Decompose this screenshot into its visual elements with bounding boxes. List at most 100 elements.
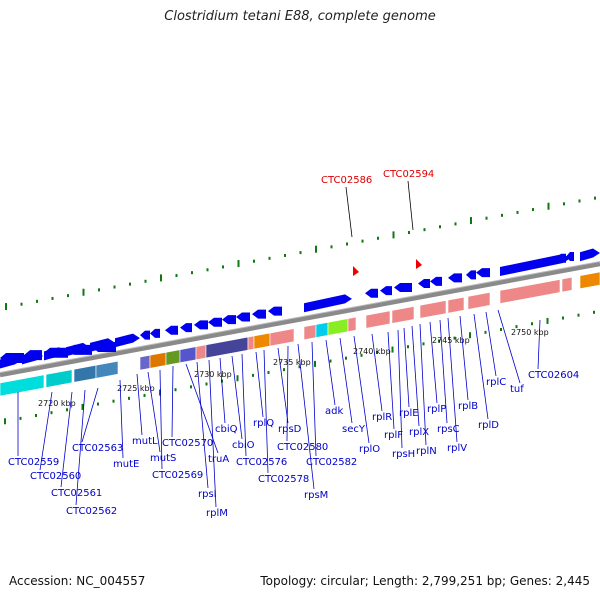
scale-tick	[205, 382, 208, 386]
gene-arrow	[140, 330, 150, 340]
kbp-label: 2745 kbp	[432, 336, 470, 345]
highlighted-gene-label: CTC02586	[321, 175, 372, 186]
scale-tick	[81, 403, 84, 410]
gene-label: CTC02580	[277, 442, 328, 453]
gene-arrow	[566, 252, 574, 262]
label-leader	[231, 355, 243, 440]
scale-tick	[578, 199, 581, 203]
gene-label: mutS	[150, 453, 176, 464]
kbp-labels: 2720 kbp 2725 kbp 2730 kbp 2735 kbp 2740 kbp…	[38, 328, 549, 408]
scale-tick	[515, 325, 518, 329]
gene-label: secY	[342, 424, 366, 435]
gene-label: rplP	[427, 404, 446, 415]
gene-arrow	[194, 320, 208, 330]
gene-label: cbiO	[232, 440, 255, 451]
gene-block	[95, 360, 119, 379]
label-leader	[497, 309, 521, 384]
accession-label: Accession: NC_004557	[9, 574, 146, 588]
scale-tick	[113, 285, 116, 289]
gene-label: rplF	[384, 430, 403, 441]
gene-label: CTC02563	[72, 443, 123, 454]
scale-tick	[112, 399, 115, 403]
gene-label: tuf	[510, 384, 524, 395]
gene-block	[303, 324, 317, 341]
gene-arrow	[418, 279, 430, 289]
gene-label: CTC02560	[30, 471, 81, 482]
scale-tick	[469, 332, 471, 339]
gene-block	[247, 335, 255, 351]
highlighted-gene-label: CTC02594	[383, 169, 434, 180]
scale-tick	[206, 268, 209, 272]
label-leader	[81, 387, 99, 443]
gene-block	[269, 328, 295, 347]
gene-block	[149, 351, 167, 369]
scale-tick	[376, 350, 378, 354]
map-title: Clostridium tetani E88, complete genome	[164, 9, 436, 24]
scale-tick	[562, 316, 564, 320]
scale-tick	[392, 231, 395, 239]
label-leader	[60, 391, 73, 488]
gene-block	[315, 321, 329, 338]
gene-label: cbiQ	[215, 424, 238, 435]
scale-tick	[236, 375, 239, 382]
scale-tick	[484, 330, 487, 334]
label-leader	[277, 347, 289, 424]
gene-label: CTC02569	[152, 470, 203, 481]
gene-block	[165, 349, 181, 366]
scale-tick	[66, 408, 68, 412]
kbp-label: 2735 kbp	[273, 358, 311, 367]
label-leader	[147, 371, 161, 453]
gene-label: rplV	[447, 443, 467, 454]
scale-tick	[516, 210, 519, 214]
label-leader	[219, 357, 226, 424]
gene-label: rplB	[458, 401, 478, 412]
gene-block	[365, 310, 391, 329]
gene-arrow	[222, 315, 236, 325]
scale-tick	[563, 202, 565, 206]
gene-label: rpsH	[392, 449, 415, 460]
label-leader	[241, 353, 247, 457]
scale-tick	[594, 196, 596, 200]
gene-label: CTC02559	[8, 457, 59, 468]
gene-arrow	[68, 344, 92, 355]
scale-tick	[485, 216, 488, 220]
gene-arrow	[180, 323, 192, 333]
gene-arrow	[448, 273, 462, 283]
gene-label: rpsI	[198, 489, 217, 500]
gene-block	[347, 316, 357, 332]
gene-arrow	[150, 328, 160, 338]
scale-tick	[360, 353, 363, 357]
gene-block	[253, 332, 271, 350]
scale-tick	[423, 228, 426, 232]
label-leader	[485, 311, 497, 377]
scale-tick	[407, 345, 409, 349]
gene-label: rplD	[478, 420, 499, 431]
gene-block	[195, 344, 207, 361]
genome-summary: Topology: circular; Length: 2,799,251 bp…	[260, 574, 590, 588]
label-leader	[255, 351, 264, 418]
highlight-leader	[407, 180, 414, 231]
label-leader	[75, 389, 86, 506]
gene-block	[579, 271, 600, 290]
label-leader	[325, 339, 336, 406]
scale-tick	[237, 260, 240, 268]
scale-tick	[408, 231, 410, 235]
scale-tick	[19, 416, 22, 420]
gene-block	[179, 346, 197, 364]
scale-tick	[175, 274, 178, 278]
highlighted-features: CTC02586 CTC02594	[321, 169, 434, 276]
scale-tick	[252, 373, 254, 377]
label-leader	[411, 325, 420, 427]
label-leader	[403, 327, 410, 408]
gene-block	[499, 279, 561, 304]
gene-arrow	[365, 288, 378, 298]
scale-tick	[454, 222, 457, 226]
scale-tick	[36, 299, 38, 303]
scale-tick	[577, 313, 580, 317]
scale-tick	[191, 271, 193, 275]
scale-tick	[267, 371, 270, 375]
scale-tick	[5, 303, 7, 311]
scale-tick	[546, 317, 549, 324]
scale-ticks	[5, 196, 596, 311]
